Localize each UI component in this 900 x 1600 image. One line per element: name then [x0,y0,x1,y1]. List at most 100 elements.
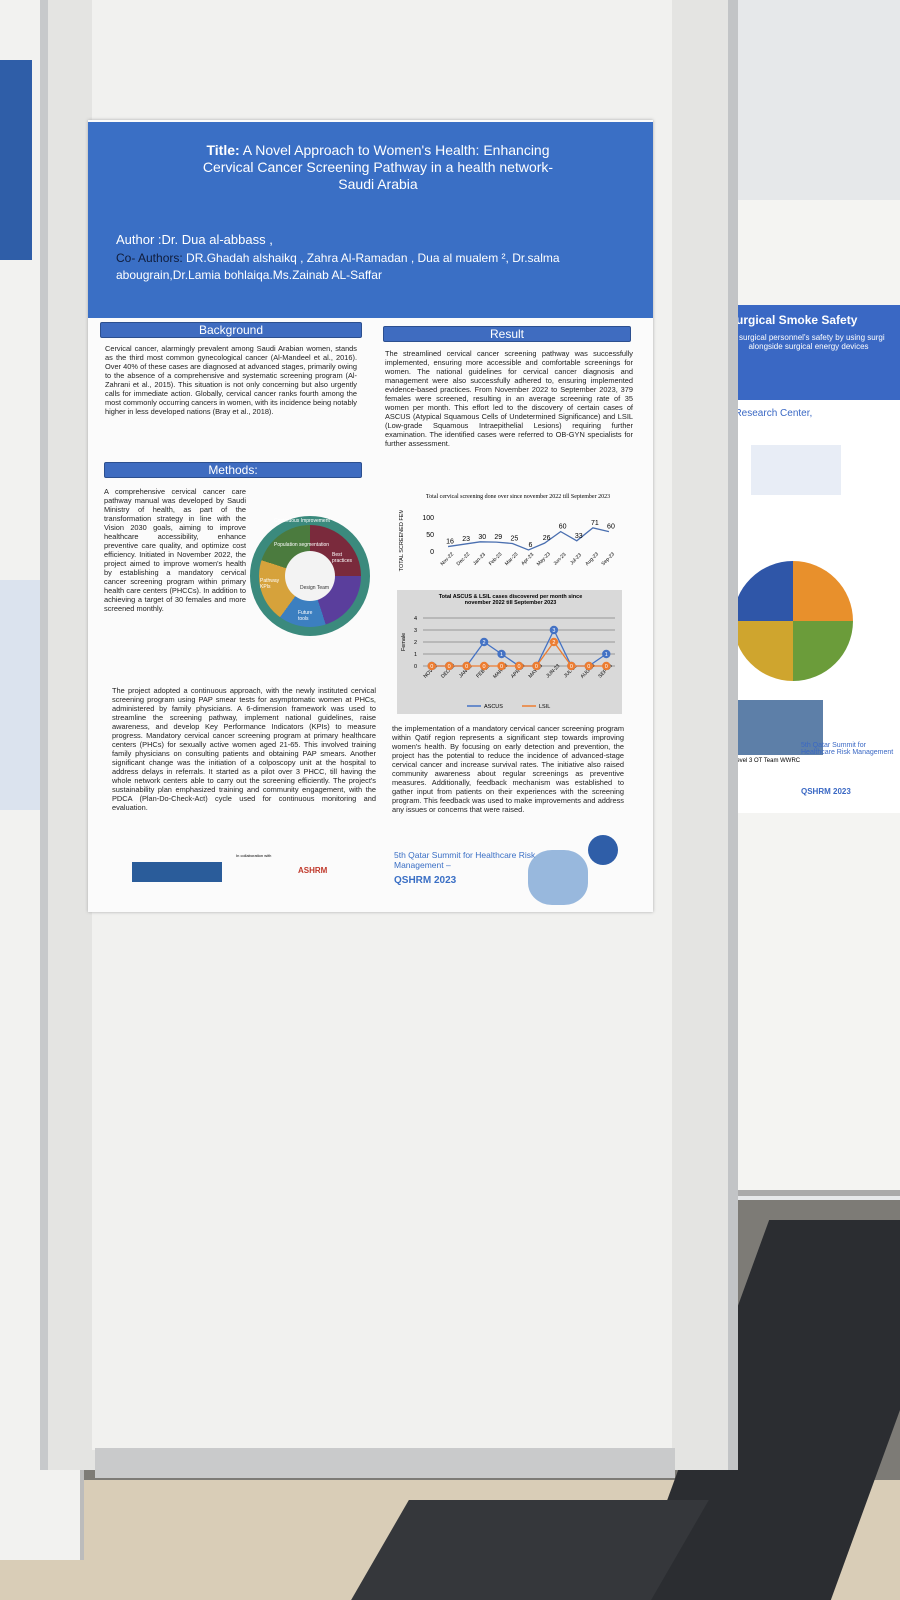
data-label: 60 [607,524,615,531]
y-tick-label: 1 [414,652,417,658]
result-heading: Result [383,326,631,342]
data-label: 26 [543,535,551,542]
data-label: 0 [483,664,486,670]
collab: In collaboration with [236,853,272,858]
data-point [462,661,471,671]
methods-text-1: A comprehensive cervical cancer care pat… [104,487,246,614]
background-text: Cervical cancer, alarmingly prevalent am… [105,344,357,417]
coauthors-text: DR.Ghadah alshaikq , Zahra Al-Ramadan , … [116,251,560,283]
diagram-item: Design Team [300,585,330,591]
chart-title: Total cervical screening done over since… [425,494,611,500]
data-point [479,661,489,671]
y-tick-label: 100 [422,515,434,522]
result-text-1: The streamlined cervical cancer screenin… [385,349,633,449]
x-tick-label: Nov-22 [440,551,456,567]
y-tick-label: 4 [414,616,417,622]
methods-text-2: The project adopted a continuous approac… [112,686,376,813]
decor [588,835,618,865]
left-poster-figure [0,580,44,810]
poster: Title: A Novel Approach to Women's Healt… [88,120,653,912]
background-heading: Background [100,322,362,338]
poster-title: Title: A Novel Approach to Women's Healt… [188,142,568,192]
data-label: 6 [529,542,533,549]
summit-code: QSHRM 2023 [394,875,457,886]
y-tick-label: 0 [414,664,417,670]
diagram-item: Pathway KPIs [260,578,280,590]
data-point [602,649,611,659]
coauthors-label: Co- Authors: [116,251,183,265]
result-text-2: the implementation of a mandatory cervic… [392,724,624,815]
summit: 5th Qatar Summit for Healthcare Risk Man… [394,850,536,870]
y-tick-label: 2 [414,640,417,646]
data-point [479,637,489,647]
right-poster-center: and Research Center, [715,408,813,419]
x-tick-label: Jan-23 [472,552,487,567]
data-label: 29 [494,534,502,541]
data-point [497,661,506,671]
right-poster-summit: 5th Qatar Summit for Healthcare Risk Man… [801,742,894,756]
x-tick-label: Sep-23 [600,551,616,567]
methods-heading: Methods: [104,462,362,478]
chart-background [397,590,622,714]
floor-tile [351,1500,709,1600]
data-point [532,661,541,671]
x-tick-label: Aug-23 [584,551,600,567]
framework-diagram [250,516,370,636]
diagram-item: Population segmentation [274,542,330,548]
data-label: 0 [465,664,468,670]
data-label: 0 [535,664,538,670]
right-poster-code: QSHRM 2023 [801,787,851,796]
y-axis-label: TOTAL SCREENED FEMALE [399,510,405,571]
data-label: 71 [591,520,599,527]
data-label: 0 [517,664,520,670]
data-point [549,637,559,647]
data-label: 0 [500,664,503,670]
data-label: 60 [559,524,567,531]
data-label: 0 [430,664,433,670]
x-tick-label: Jun-23 [552,552,567,567]
data-label: 3 [552,628,555,634]
x-tick-label: JUN-23 [545,663,561,679]
y-tick-label: 50 [426,532,434,539]
decor [528,850,588,905]
data-point [444,661,454,671]
x-tick-label: Apr-23 [520,552,535,567]
data-point [602,661,611,671]
title-text: A Novel Approach to Women's Health: Enha… [202,142,554,192]
diagram-item: Future tools [298,610,313,622]
data-label: 25 [511,536,519,543]
title-label: Title: [206,142,240,158]
poster-header [88,122,653,318]
series-line [431,628,607,667]
y-tick-label: 3 [414,628,417,634]
right-poster-team: Level 3 OT Team WWRC [733,758,801,764]
coauthors: Co- Authors: DR.Ghadah alshaikq , Zahra … [116,250,576,285]
left-poster-band [0,60,32,260]
x-tick-label: May-23 [536,551,552,567]
x-tick-label: Feb-23 [488,551,504,567]
data-point [514,661,524,671]
series-line [447,527,610,551]
author: Author :Dr. Dua al-abbass , [116,232,273,247]
data-label: 0 [587,664,590,670]
diagram-item: Best practices [332,552,353,564]
x-tick-label: Mar-23 [504,551,520,567]
data-label: 16 [446,539,454,546]
data-label: 1 [500,652,503,658]
legend-label: LSIL [539,704,550,710]
data-point [549,625,559,635]
legend-label: ASCUS [484,704,503,710]
y-axis-label: Female [401,633,407,651]
x-tick-label: Dec-22 [456,551,472,567]
data-label: 30 [478,534,486,541]
data-label: 23 [462,536,470,543]
data-label: 0 [448,664,451,670]
y-tick-label: 0 [430,549,434,556]
data-label: 0 [570,664,573,670]
data-point [497,649,506,659]
chart-title: Total ASCUS & LSIL cases discovered per … [438,594,583,606]
diagram-ring: Continuous Improvement [274,518,330,524]
